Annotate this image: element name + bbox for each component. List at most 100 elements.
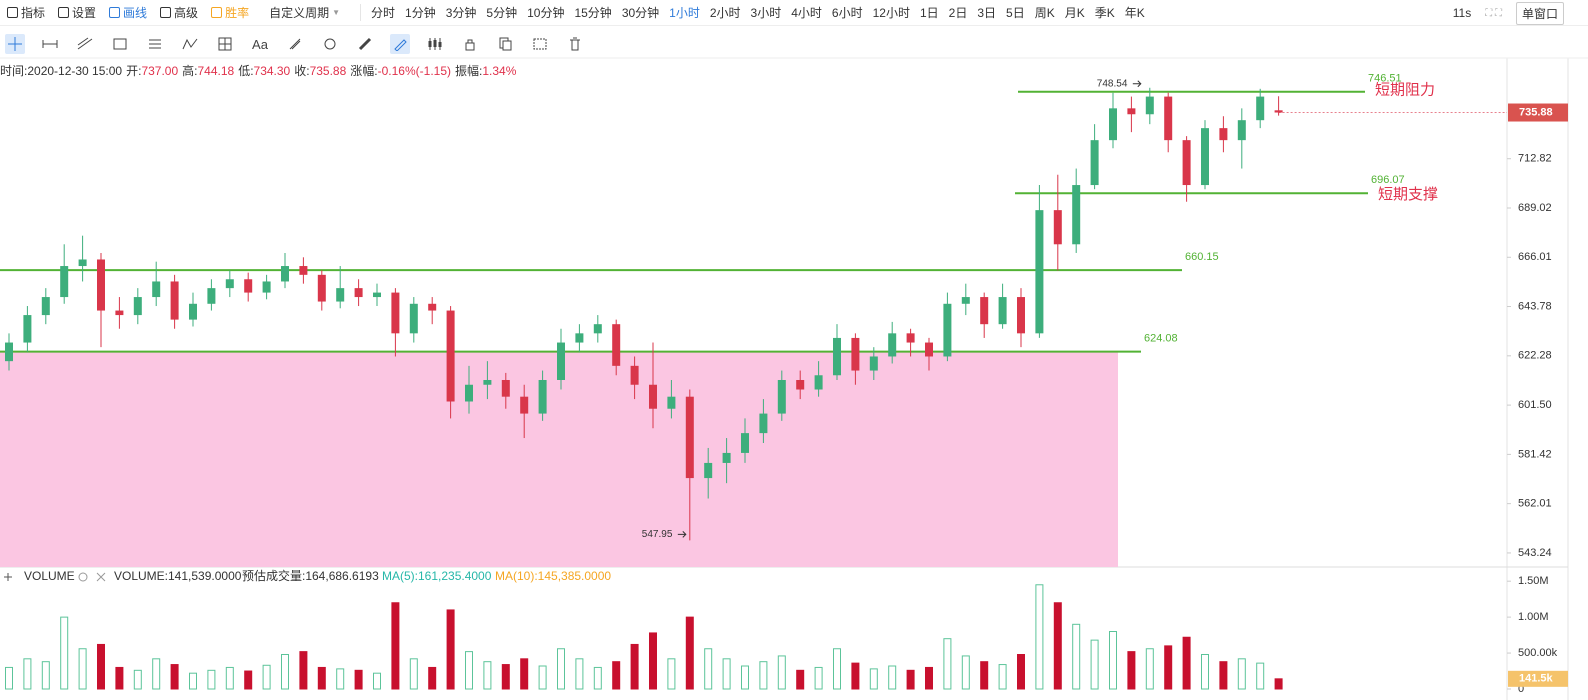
volume-last-tag xyxy=(1508,670,1568,687)
readout-value: 735.88 xyxy=(309,64,347,78)
period-button[interactable]: 15分钟 xyxy=(574,6,612,20)
volume-bar xyxy=(115,666,124,690)
candle-body xyxy=(869,356,878,371)
candle-body xyxy=(465,384,473,402)
last-price-label: 735.88 xyxy=(1519,106,1553,118)
candle-body xyxy=(925,342,933,357)
candle-body xyxy=(60,266,69,298)
tool-icon[interactable] xyxy=(160,7,172,18)
volume-bar xyxy=(97,643,105,690)
candle-tool[interactable] xyxy=(425,34,445,54)
volume-readout: MA(10):145,385.0000 xyxy=(495,569,611,583)
custom-period-text[interactable]: 自定义周期 xyxy=(269,6,330,20)
candle-body xyxy=(796,379,805,390)
period-button[interactable]: 1小时 xyxy=(669,6,700,20)
rect-tool[interactable] xyxy=(110,34,130,54)
candle-body xyxy=(759,413,768,434)
text-tool[interactable]: Aa xyxy=(252,36,268,52)
readout-label: 收: xyxy=(294,64,310,78)
volume-bar xyxy=(796,669,805,690)
fullscreen-icon[interactable]: ⛶ ⛶ xyxy=(1485,7,1502,19)
volume-bar xyxy=(814,666,823,690)
readout-label: 低: xyxy=(238,64,254,78)
window-button[interactable]: 单窗口 xyxy=(1515,1,1564,25)
candle-body xyxy=(115,310,124,316)
tool-icon[interactable] xyxy=(58,7,70,18)
candle-body xyxy=(152,281,161,298)
volume-bar xyxy=(5,666,13,690)
snapshot-tool[interactable] xyxy=(530,34,550,54)
tool-icon[interactable] xyxy=(109,7,121,18)
period-button[interactable]: 分时 xyxy=(371,6,396,20)
volume-bar xyxy=(1017,654,1025,690)
candle-body xyxy=(685,396,694,479)
candle-body xyxy=(1109,108,1117,141)
wave-tool[interactable] xyxy=(180,34,200,54)
tool-button[interactable]: 画线 xyxy=(109,4,147,21)
candle-body xyxy=(741,433,749,453)
custom-period[interactable]: 自定义周期 ▼ xyxy=(269,6,341,20)
period-button[interactable]: 5日 xyxy=(1006,6,1025,20)
shaded-zone xyxy=(0,351,1118,567)
period-button[interactable]: 3日 xyxy=(977,6,997,20)
pen-tool[interactable] xyxy=(390,34,410,54)
readout-value: 734.30 xyxy=(253,64,291,78)
volume-bar xyxy=(354,669,363,690)
volume-bar xyxy=(1182,636,1191,690)
period-button[interactable]: 1日 xyxy=(919,6,939,20)
volume-bar xyxy=(1090,639,1099,690)
volume-bar xyxy=(170,664,179,690)
tool-icon[interactable] xyxy=(211,7,223,18)
candle-body xyxy=(1182,140,1191,186)
period-button[interactable]: 12小时 xyxy=(872,6,910,20)
high-annotation: 748.54 xyxy=(1097,78,1128,89)
trend-tool[interactable] xyxy=(75,34,95,54)
period-button[interactable]: 3分钟 xyxy=(445,6,477,20)
period-button[interactable]: 6小时 xyxy=(831,6,863,20)
volume-bar xyxy=(1109,631,1117,690)
tool-button[interactable]: 指标 xyxy=(7,4,45,21)
tool-button[interactable]: 高级 xyxy=(160,4,198,21)
period-button[interactable]: 月K xyxy=(1064,6,1085,20)
period-button[interactable]: 10分钟 xyxy=(527,6,565,20)
period-button[interactable]: 3小时 xyxy=(750,6,782,20)
tool-label[interactable]: 画线 xyxy=(123,6,148,20)
magnet-tool[interactable] xyxy=(320,34,340,54)
period-button[interactable]: 周K xyxy=(1034,6,1055,20)
period-button[interactable]: 2日 xyxy=(948,6,968,20)
volume-bar xyxy=(925,666,933,690)
period-button[interactable]: 5分钟 xyxy=(486,6,518,20)
segment-tool[interactable] xyxy=(40,34,60,54)
tool-label[interactable]: 设置 xyxy=(72,6,97,20)
copy-tool[interactable] xyxy=(495,34,515,54)
candle-body xyxy=(961,297,970,304)
ruler-tool[interactable] xyxy=(355,34,375,54)
tool-icon[interactable] xyxy=(7,7,18,18)
lock-tool[interactable] xyxy=(460,34,480,54)
readout-label: 开: xyxy=(126,64,142,78)
delete-tool[interactable] xyxy=(565,34,585,54)
brush-tool[interactable] xyxy=(285,34,305,54)
period-button[interactable]: 2小时 xyxy=(709,6,741,20)
level-label: 短期阻力 xyxy=(1375,82,1435,99)
volume-bar xyxy=(317,666,326,690)
period-button[interactable]: 4小时 xyxy=(791,6,822,20)
period-button[interactable]: 30分钟 xyxy=(621,6,660,20)
tool-button[interactable]: 胜率 xyxy=(211,4,249,21)
readout-label: 时间: xyxy=(0,64,28,78)
readout-value: 744.18 xyxy=(197,64,235,78)
period-button[interactable]: 季K xyxy=(1094,6,1115,20)
tool-label[interactable]: 高级 xyxy=(174,6,199,20)
readout-value: 2020-12-30 15:00 xyxy=(27,64,123,78)
tool-label[interactable]: 胜率 xyxy=(225,6,250,20)
measure-tool[interactable] xyxy=(215,34,235,54)
volume-bar xyxy=(593,666,602,690)
period-button[interactable]: 年K xyxy=(1124,6,1145,20)
candle-body xyxy=(78,259,87,267)
crosshair-tool[interactable] xyxy=(5,34,25,54)
fib-tool[interactable] xyxy=(145,34,165,54)
tool-button[interactable]: 设置 xyxy=(58,4,96,21)
volume-bar xyxy=(888,665,897,690)
tool-label[interactable]: 指标 xyxy=(21,6,46,20)
period-button[interactable]: 1分钟 xyxy=(405,6,436,20)
